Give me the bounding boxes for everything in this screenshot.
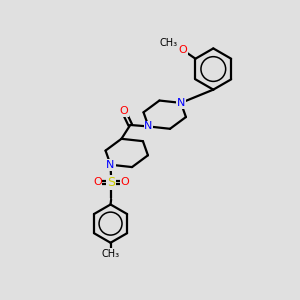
Text: O: O (93, 177, 102, 188)
Text: O: O (121, 177, 129, 188)
Text: O: O (179, 45, 188, 55)
Text: CH₃: CH₃ (101, 249, 120, 259)
Text: S: S (107, 176, 115, 189)
Text: N: N (177, 98, 185, 108)
Text: N: N (106, 160, 115, 170)
Text: O: O (119, 106, 128, 116)
Text: N: N (144, 122, 153, 131)
Text: CH₃: CH₃ (160, 38, 178, 47)
